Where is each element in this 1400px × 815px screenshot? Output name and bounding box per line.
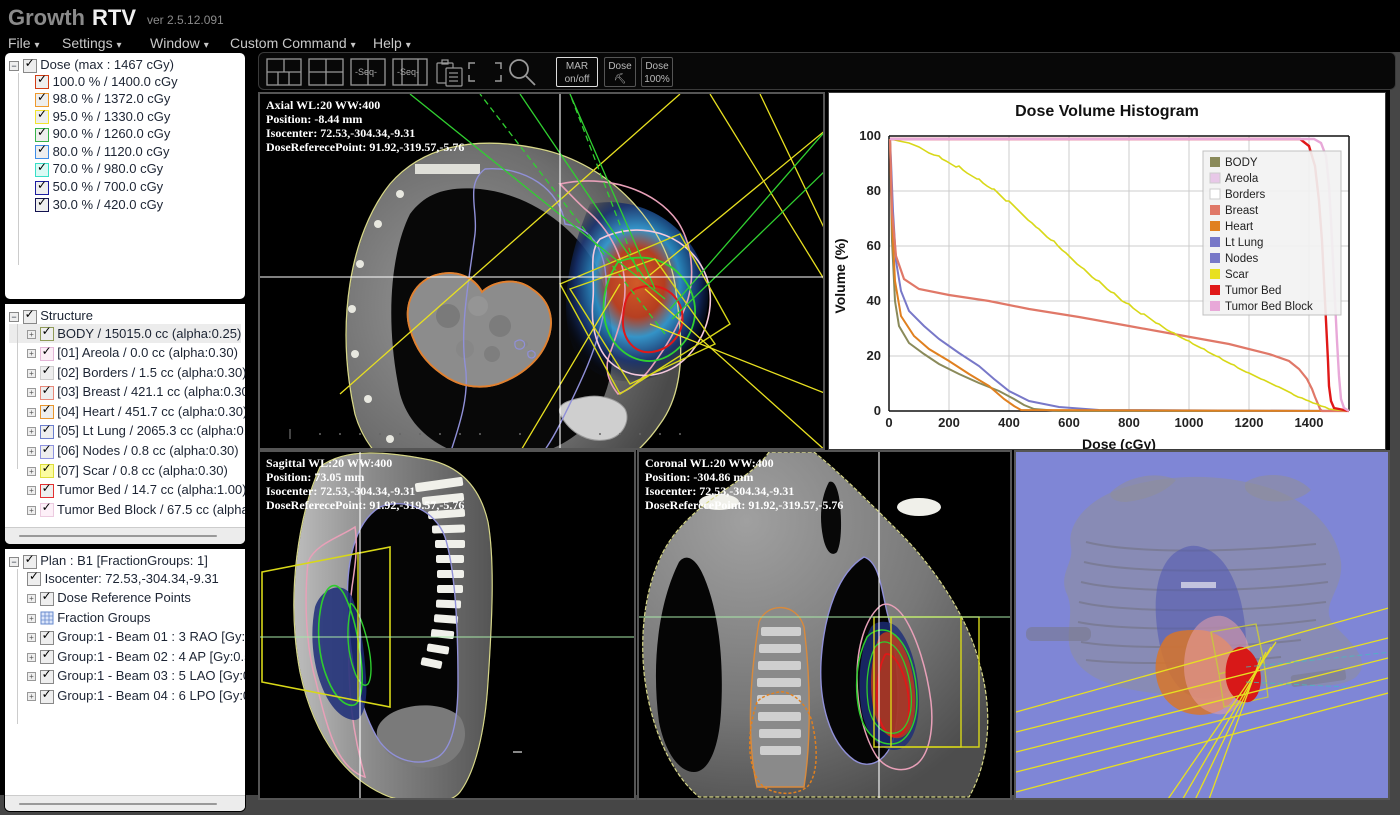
svg-text:20: 20	[867, 348, 881, 363]
svg-text:0: 0	[874, 403, 881, 418]
svg-text:400: 400	[998, 415, 1020, 430]
svg-text:600: 600	[1058, 415, 1080, 430]
svg-text:Tumor Bed Block: Tumor Bed Block	[1225, 301, 1313, 313]
svg-text:1200: 1200	[1235, 415, 1264, 430]
svg-text:Nodes: Nodes	[1225, 253, 1258, 265]
svg-text:80: 80	[867, 183, 881, 198]
svg-text:60: 60	[867, 238, 881, 253]
svg-text:Scar: Scar	[1225, 269, 1249, 281]
svg-text:-Seq-: -Seq-	[397, 67, 419, 77]
svg-text:Borders: Borders	[1225, 189, 1266, 201]
svg-text:0: 0	[885, 415, 892, 430]
svg-text:100: 100	[859, 128, 881, 143]
svg-text:Heart: Heart	[1225, 221, 1254, 233]
svg-text:Breast: Breast	[1225, 205, 1259, 217]
svg-text:1000: 1000	[1175, 415, 1204, 430]
svg-text:800: 800	[1118, 415, 1140, 430]
svg-text:Lt Lung: Lt Lung	[1225, 237, 1263, 249]
svg-text:1400: 1400	[1295, 415, 1324, 430]
svg-text:BODY: BODY	[1225, 157, 1258, 169]
svg-text:Areola: Areola	[1225, 173, 1259, 185]
svg-text:Tumor Bed: Tumor Bed	[1225, 285, 1281, 297]
svg-text:Volume (%): Volume (%)	[832, 238, 848, 313]
svg-text:-Seq-: -Seq-	[355, 67, 377, 77]
svg-text:200: 200	[938, 415, 960, 430]
svg-text:40: 40	[867, 293, 881, 308]
